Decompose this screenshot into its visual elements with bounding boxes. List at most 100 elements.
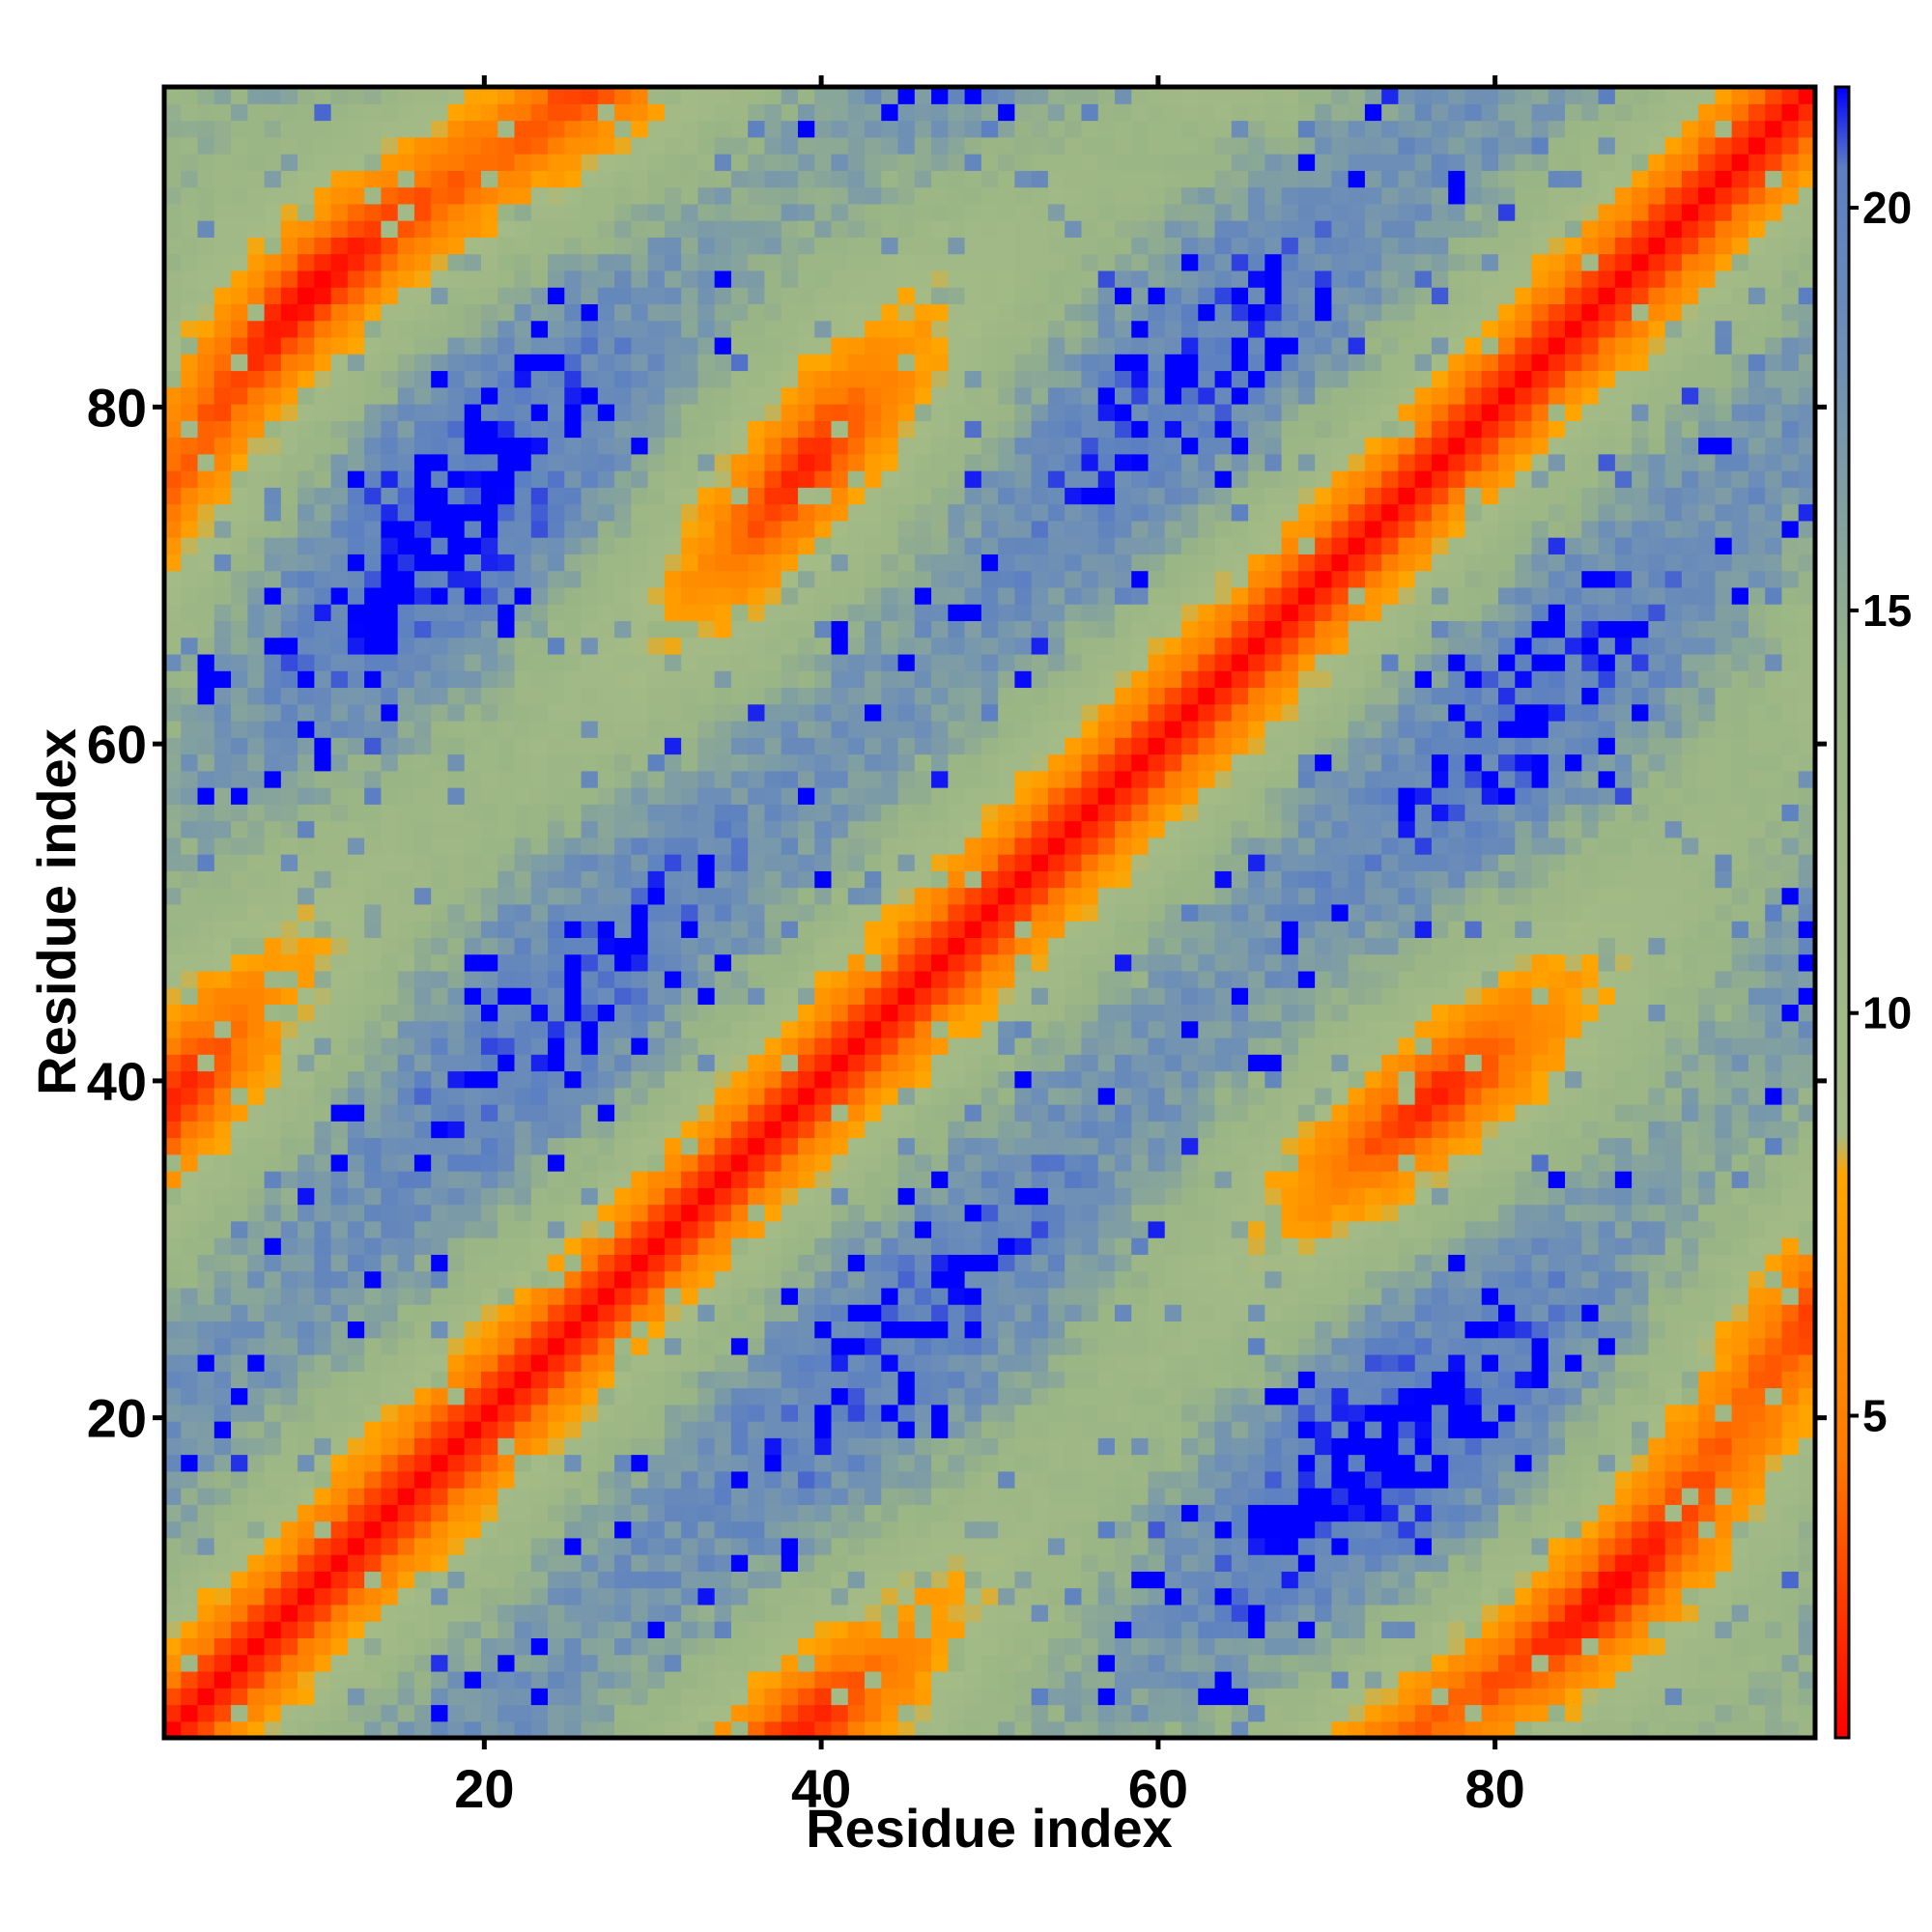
heatmap-cell [197, 837, 215, 855]
heatmap-cell [897, 1104, 916, 1122]
heatmap-cell [480, 937, 498, 955]
heatmap-cell [664, 186, 682, 205]
heatmap-cell [681, 1121, 698, 1139]
heatmap-cell [314, 1537, 332, 1555]
heatmap-cell [964, 1421, 982, 1438]
heatmap-cell [881, 787, 899, 805]
heatmap-cell [298, 820, 315, 838]
heatmap-cell [514, 937, 532, 955]
heatmap-cell [381, 287, 399, 305]
heatmap-cell [614, 854, 632, 871]
heatmap-cell [464, 1304, 482, 1322]
heatmap-cell [664, 1187, 682, 1206]
heatmap-cell [280, 670, 298, 689]
heatmap-cell [748, 354, 766, 372]
heatmap-cell [814, 1488, 833, 1505]
heatmap-cell [831, 303, 849, 322]
heatmap-cell [881, 1087, 899, 1105]
heatmap-cell [181, 1104, 199, 1122]
heatmap-cell [964, 953, 982, 972]
heatmap-cell [314, 1454, 332, 1472]
heatmap-cell [797, 970, 815, 988]
heatmap-cell [564, 1254, 582, 1272]
heatmap-cell [948, 237, 966, 255]
heatmap-cell [347, 120, 365, 138]
heatmap-cell [264, 1220, 282, 1238]
heatmap-cell [197, 1454, 215, 1472]
heatmap-cell [964, 370, 982, 388]
heatmap-cell [497, 437, 516, 455]
heatmap-cell [347, 203, 365, 221]
heatmap-cell [764, 487, 782, 505]
heatmap-cell [764, 586, 782, 605]
heatmap-cell [797, 237, 815, 255]
heatmap-cell [831, 1304, 849, 1322]
heatmap-cell [681, 1070, 698, 1089]
heatmap-cell [530, 903, 549, 922]
heatmap-cell [998, 1287, 1015, 1305]
heatmap-cell [164, 1037, 182, 1055]
heatmap-cell [514, 770, 532, 788]
heatmap-cell [231, 1571, 248, 1589]
heatmap-cell [664, 1637, 682, 1656]
heatmap-cell [948, 1488, 966, 1505]
heatmap-cell [397, 1304, 415, 1322]
heatmap-cell [614, 136, 632, 155]
heatmap-cell [581, 1104, 599, 1122]
heatmap-cell [748, 1520, 766, 1539]
heatmap-cell [847, 787, 866, 805]
heatmap-cell [548, 1220, 565, 1238]
heatmap-cell [464, 336, 482, 355]
heatmap-cell [581, 1688, 599, 1706]
heatmap-cell [464, 1604, 482, 1622]
heatmap-cell [231, 453, 248, 471]
heatmap-cell [881, 1454, 899, 1472]
heatmap-cell [964, 1287, 982, 1305]
heatmap-cell [530, 170, 549, 188]
heatmap-cell [814, 354, 833, 372]
heatmap-cell [948, 1020, 966, 1038]
heatmap-cell [381, 403, 399, 421]
heatmap-cell [980, 1287, 999, 1305]
heatmap-cell [697, 1421, 716, 1438]
heatmap-cell [447, 103, 466, 122]
heatmap-cell [781, 1037, 799, 1055]
heatmap-cell [614, 1270, 632, 1289]
heatmap-cell [497, 1387, 516, 1406]
heatmap-cell [897, 1321, 916, 1339]
heatmap-cell [347, 903, 365, 922]
heatmap-cell [865, 1353, 882, 1372]
heatmap-cell [247, 1121, 266, 1139]
heatmap-cell [730, 1371, 749, 1389]
heatmap-cell [730, 804, 749, 822]
heatmap-cell [931, 970, 949, 988]
heatmap-cell [847, 854, 866, 871]
heatmap-cell [948, 987, 966, 1006]
heatmap-cell [164, 753, 182, 772]
heatmap-cell [980, 770, 999, 788]
heatmap-cell [280, 1454, 298, 1472]
heatmap-cell [931, 953, 949, 972]
heatmap-cell [597, 537, 615, 554]
heatmap-cell [181, 1654, 199, 1672]
heatmap-cell [231, 253, 248, 271]
heatmap-cell [931, 1720, 949, 1739]
heatmap-cell [614, 1153, 632, 1172]
heatmap-cell [730, 653, 749, 671]
heatmap-cell [964, 620, 982, 639]
heatmap-cell [897, 1604, 916, 1622]
heatmap-cell [697, 1554, 716, 1572]
heatmap-cell [447, 1571, 466, 1589]
heatmap-cell [330, 1688, 349, 1706]
heatmap-cell [431, 804, 449, 822]
heatmap-cell [897, 970, 916, 988]
heatmap-cell [730, 1704, 749, 1722]
heatmap-cell [897, 1587, 916, 1605]
heatmap-cell [714, 1470, 732, 1489]
heatmap-cell [364, 1187, 383, 1206]
heatmap-cell [797, 120, 815, 138]
heatmap-cell [730, 1104, 749, 1122]
heatmap-cell [381, 1704, 399, 1722]
heatmap-cell [748, 620, 766, 639]
heatmap-cell [431, 753, 449, 772]
